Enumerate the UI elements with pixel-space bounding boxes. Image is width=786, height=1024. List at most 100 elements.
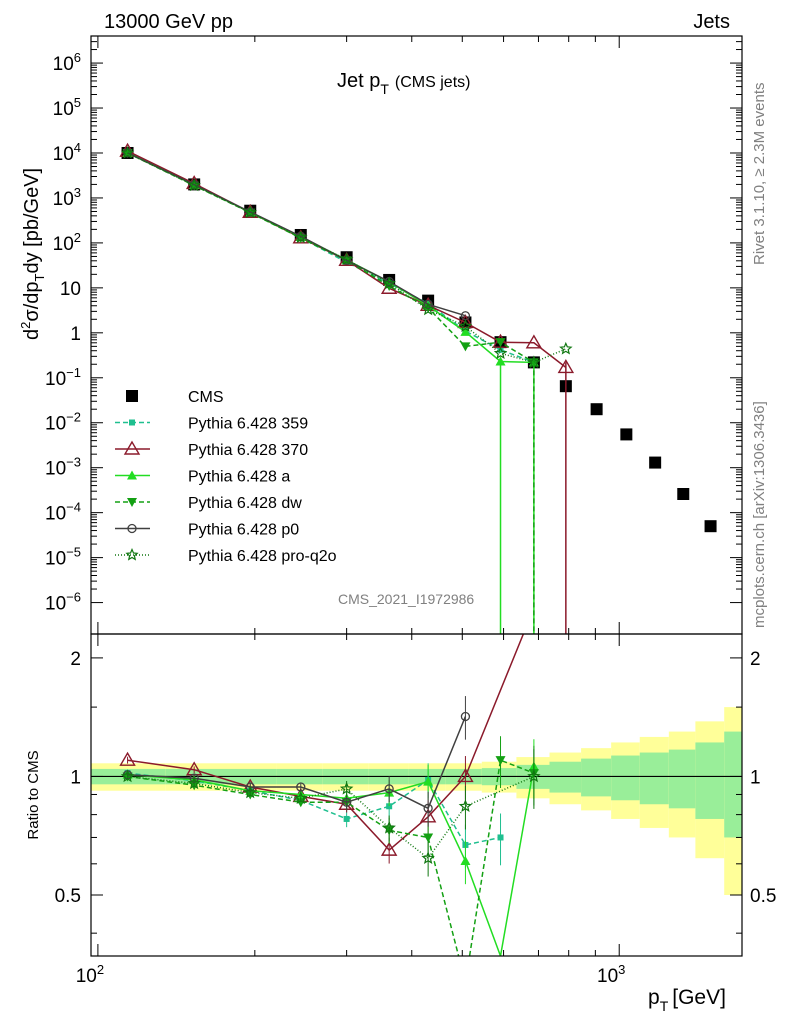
ratio-series-point (243, 785, 258, 799)
ratio-series-point (294, 791, 308, 805)
y-tick-label: 1 (70, 324, 81, 345)
legend-entry: Pythia 6.428 p0 (115, 522, 299, 539)
ratio-series-point (339, 781, 354, 795)
plot-title: Jet pT (CMS jets) (337, 70, 470, 97)
ratio-series-point (120, 769, 135, 783)
ratio-series-line (127, 759, 535, 956)
cms-data-point (649, 456, 662, 469)
ratio-series-point (187, 776, 201, 790)
mc-series-point (460, 326, 471, 336)
ratio-series-point (460, 711, 471, 722)
mc-series-point (341, 255, 352, 265)
legend-marker (125, 547, 139, 561)
ratio-series-point (384, 784, 394, 794)
mc-series-line (127, 152, 466, 317)
main-plot-frame (90, 35, 743, 635)
ratio-series-point (119, 751, 136, 766)
mc-series-point (120, 145, 135, 159)
legend-entry: Pythia 6.428 a (115, 469, 290, 486)
ratio-y-tick-label-left: 0.5 (55, 886, 81, 907)
cms-data-point (620, 428, 633, 441)
y-tick-label: 10−6 (45, 590, 81, 615)
y-tick-label: 10−4 (45, 500, 81, 525)
ratio-series-line (127, 634, 525, 852)
mc-series-point (421, 302, 435, 316)
mc-series-point (382, 276, 396, 290)
ratio-series-point (341, 797, 352, 807)
ratio-band-inner (549, 761, 582, 793)
y-tick-label: 10 (60, 279, 81, 300)
rivet-version-label: Rivet 3.1.10, ≥ 2.3M events (751, 83, 768, 266)
y-tick-label: 106 (53, 50, 81, 75)
mc-series-point (559, 341, 573, 355)
y-tick-label: 104 (53, 140, 81, 165)
y-tick-label: 10−2 (45, 410, 81, 435)
ratio-y-tick-label-left: 1 (70, 767, 81, 788)
mc-series-point (497, 346, 504, 353)
mc-series-line (127, 152, 567, 364)
y-tick-label: 105 (53, 95, 81, 120)
ratio-band-inner (724, 731, 742, 838)
legend: CMS Pythia 6.428 359 Pythia 6.428 370 Pythi… (115, 389, 337, 565)
x-tick-label: 103 (597, 962, 625, 987)
ratio-series-point (343, 815, 350, 822)
ratio-series-point (423, 776, 434, 786)
legend-marker (126, 390, 138, 402)
x-tick-label: 102 (76, 962, 104, 987)
cms-data-point (590, 403, 603, 416)
cms-data-point (677, 488, 690, 501)
legend-label: CMS (188, 389, 224, 406)
ratio-series-point (296, 782, 306, 792)
ratio-series-point (457, 768, 474, 783)
legend-marker (127, 470, 137, 480)
cms-data-point (704, 520, 717, 533)
ratio-band-inner (695, 742, 725, 819)
legend-label: Pythia 6.428 359 (188, 416, 308, 433)
legend-marker (127, 498, 137, 507)
ratio-series-point (382, 820, 396, 834)
legend-marker (129, 419, 135, 426)
mc-series-point (243, 205, 258, 219)
main-y-axis-label: d2σ/dpTdy [pb/GeV] (18, 168, 47, 340)
legend-label: Pythia 6.428 dw (188, 495, 302, 512)
ratio-y-tick-label-right: 2 (750, 649, 761, 670)
ratio-band-inner (611, 755, 640, 801)
legend-entry: CMS (126, 389, 224, 406)
header-right-label: Jets (693, 11, 730, 33)
legend-label: Pythia 6.428 p0 (188, 522, 299, 539)
legend-label: Pythia 6.428 pro-q2o (188, 548, 337, 565)
y-tick-label: 102 (53, 230, 81, 255)
ratio-series-line (127, 766, 535, 956)
mc-series-point (187, 178, 201, 192)
ratio-series-point (423, 833, 434, 843)
ratio-series-line (127, 716, 467, 810)
y-tick-label: 10−5 (45, 545, 81, 570)
ratio-series-point (458, 799, 473, 812)
ratio-series-point (421, 851, 435, 864)
ratio-series-point (386, 803, 393, 810)
mc-series-point (525, 334, 543, 349)
ratio-series-point (380, 841, 398, 856)
mc-series-point (460, 342, 471, 352)
mc-series-point (458, 319, 473, 332)
legend-marker (127, 523, 137, 534)
ratio-plot-area (91, 634, 742, 956)
ratio-band-inner (639, 752, 669, 805)
x-axis-label: pT [GeV] (648, 986, 726, 1014)
legend-label: Pythia 6.428 370 (188, 442, 308, 459)
ratio-y-tick-label-right: 0.5 (750, 886, 776, 907)
legend-entry: Pythia 6.428 pro-q2o (115, 547, 337, 565)
ratio-panel: 0.5 0.5 1 1 2 2 102 103 (55, 633, 776, 987)
ratio-plot-frame (90, 633, 743, 957)
ratio-series-point (495, 756, 506, 766)
ratio-series-point (460, 855, 471, 865)
y-tick-label: 10−3 (45, 455, 81, 480)
mc-series-point (339, 252, 354, 266)
legend-label: Pythia 6.428 a (188, 469, 290, 486)
main-panel: 10−6 10−5 10−4 10−3 10−2 10−1 1 10 102 103 104 105 1… (45, 35, 743, 956)
y-tick-label: 103 (53, 185, 81, 210)
header-left-label: 13000 GeV pp (104, 11, 233, 33)
ratio-y-tick-label-right: 1 (750, 767, 761, 788)
legend-marker (123, 440, 141, 455)
